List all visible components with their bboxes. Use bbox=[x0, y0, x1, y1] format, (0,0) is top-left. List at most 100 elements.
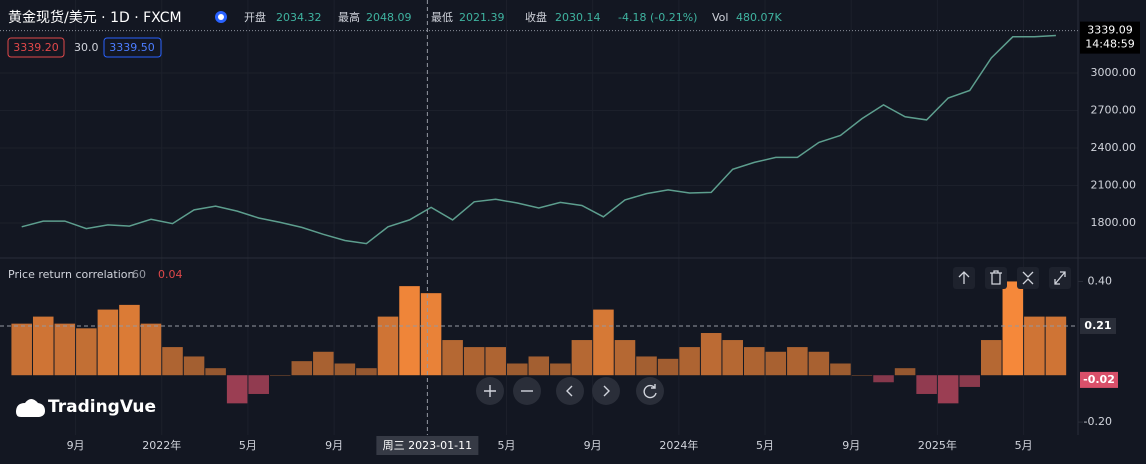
field-label: 最高 bbox=[338, 10, 360, 24]
delete-button[interactable] bbox=[985, 267, 1007, 289]
y-tick-label: 1800.00 bbox=[1091, 216, 1137, 229]
bar bbox=[399, 286, 420, 376]
x-tick-label: 2022年 bbox=[142, 438, 181, 452]
x-tick-label: 5月 bbox=[756, 439, 774, 452]
bar bbox=[420, 293, 442, 376]
field-label: 最低 bbox=[431, 11, 453, 24]
x-tick-label: 9月 bbox=[842, 439, 860, 452]
x-tick-label: 9月 bbox=[325, 439, 343, 452]
icon bbox=[990, 270, 1002, 285]
x-tick-label: 5月 bbox=[239, 439, 257, 452]
bar bbox=[205, 368, 226, 376]
collapse-button[interactable] bbox=[1017, 267, 1039, 289]
y-tick-label: 3000.00 bbox=[1091, 66, 1137, 79]
indicator-value: 0.04 bbox=[158, 268, 183, 281]
overlay: 9月 2022年 5月 9月 5月 9月 2024年 5月 9月 2025年 5月 1800.00 21… bbox=[0, 0, 1140, 455]
bar bbox=[119, 304, 140, 376]
vol: 480.07K bbox=[736, 11, 782, 24]
field-value: 2048.09 bbox=[366, 11, 412, 24]
indicator-period: 60 bbox=[132, 268, 146, 281]
bar bbox=[787, 347, 808, 376]
bar bbox=[463, 347, 485, 376]
y-tick-label: 0.40 bbox=[1088, 274, 1113, 287]
bar bbox=[97, 309, 119, 376]
bar bbox=[873, 375, 894, 383]
live-dot-inner bbox=[218, 14, 224, 20]
bar bbox=[894, 368, 916, 376]
nav-buttons bbox=[476, 377, 664, 405]
bar bbox=[226, 375, 248, 404]
bar bbox=[959, 375, 980, 387]
bar bbox=[657, 358, 679, 376]
pane-buttons bbox=[953, 267, 1071, 289]
last-time: 14:48:59 bbox=[1085, 38, 1134, 51]
symbol: 黄金现货/美元 · 1D · FXCM bbox=[8, 9, 182, 26]
bar bbox=[679, 347, 700, 376]
bar bbox=[183, 356, 205, 376]
bar bbox=[550, 363, 571, 376]
icon bbox=[1054, 271, 1066, 285]
last-price-box bbox=[1080, 21, 1140, 54]
logo-text: TradingVue bbox=[48, 397, 156, 417]
bar bbox=[269, 375, 291, 376]
bar bbox=[291, 361, 313, 376]
vol-label: Vol bbox=[712, 11, 728, 24]
bid[interactable]: 3339.20 bbox=[13, 41, 59, 54]
icon bbox=[643, 384, 657, 399]
logo: TradingVue bbox=[16, 397, 156, 417]
ask[interactable]: 3339.50 bbox=[109, 41, 155, 54]
bar bbox=[743, 347, 765, 376]
crosshair-label: 周三 2023-01-11 bbox=[383, 439, 472, 452]
bar bbox=[162, 347, 183, 376]
bar bbox=[916, 375, 937, 394]
bar bbox=[571, 340, 593, 376]
crosshair-box bbox=[376, 436, 479, 455]
x-tick-label: 2025年 bbox=[918, 438, 957, 452]
bar bbox=[377, 316, 399, 376]
field-value: 2034.32 bbox=[276, 11, 322, 24]
marks bbox=[11, 34, 1067, 404]
bar bbox=[313, 351, 334, 376]
x-tick-label: 5月 bbox=[1015, 439, 1033, 452]
x-tick-label: 9月 bbox=[584, 439, 602, 452]
bar bbox=[506, 363, 528, 376]
x-tick-label: 5月 bbox=[497, 439, 515, 452]
last-marker-label: -0.02 bbox=[1083, 373, 1115, 386]
bar bbox=[808, 351, 830, 376]
bar bbox=[830, 363, 851, 376]
icon bbox=[484, 385, 496, 397]
icon bbox=[566, 385, 573, 397]
bar bbox=[442, 340, 463, 376]
bar bbox=[614, 340, 636, 376]
scroll-left-button[interactable] bbox=[556, 377, 584, 405]
y-tick-label: 2400.00 bbox=[1091, 141, 1137, 154]
indicator-title: Price return correlation bbox=[8, 268, 135, 281]
field-label: 收盘 bbox=[525, 10, 547, 24]
bar bbox=[248, 375, 269, 394]
bar bbox=[980, 340, 1002, 376]
bar bbox=[700, 333, 722, 376]
bid-box[interactable] bbox=[7, 37, 65, 58]
x-tick-label: 2024年 bbox=[659, 438, 698, 452]
reset-button[interactable] bbox=[636, 377, 664, 405]
last-price: 3339.09 bbox=[1087, 24, 1133, 37]
icon bbox=[1022, 271, 1034, 285]
bar bbox=[76, 328, 97, 376]
icon bbox=[603, 385, 610, 397]
field-label: 开盘 bbox=[244, 10, 266, 24]
bar bbox=[32, 316, 54, 376]
ask-box[interactable] bbox=[103, 37, 162, 58]
bar bbox=[1024, 316, 1045, 376]
bar bbox=[636, 356, 657, 376]
bar bbox=[356, 368, 377, 376]
x-tick-label: 9月 bbox=[67, 439, 85, 452]
y-tick-label: 2100.00 bbox=[1091, 179, 1137, 192]
bar bbox=[937, 375, 959, 404]
scroll-right-button[interactable] bbox=[592, 377, 620, 405]
bar bbox=[11, 323, 32, 376]
field-value: 2030.14 bbox=[555, 11, 601, 24]
y-tick-label: -0.20 bbox=[1084, 415, 1112, 428]
bar bbox=[334, 363, 356, 376]
